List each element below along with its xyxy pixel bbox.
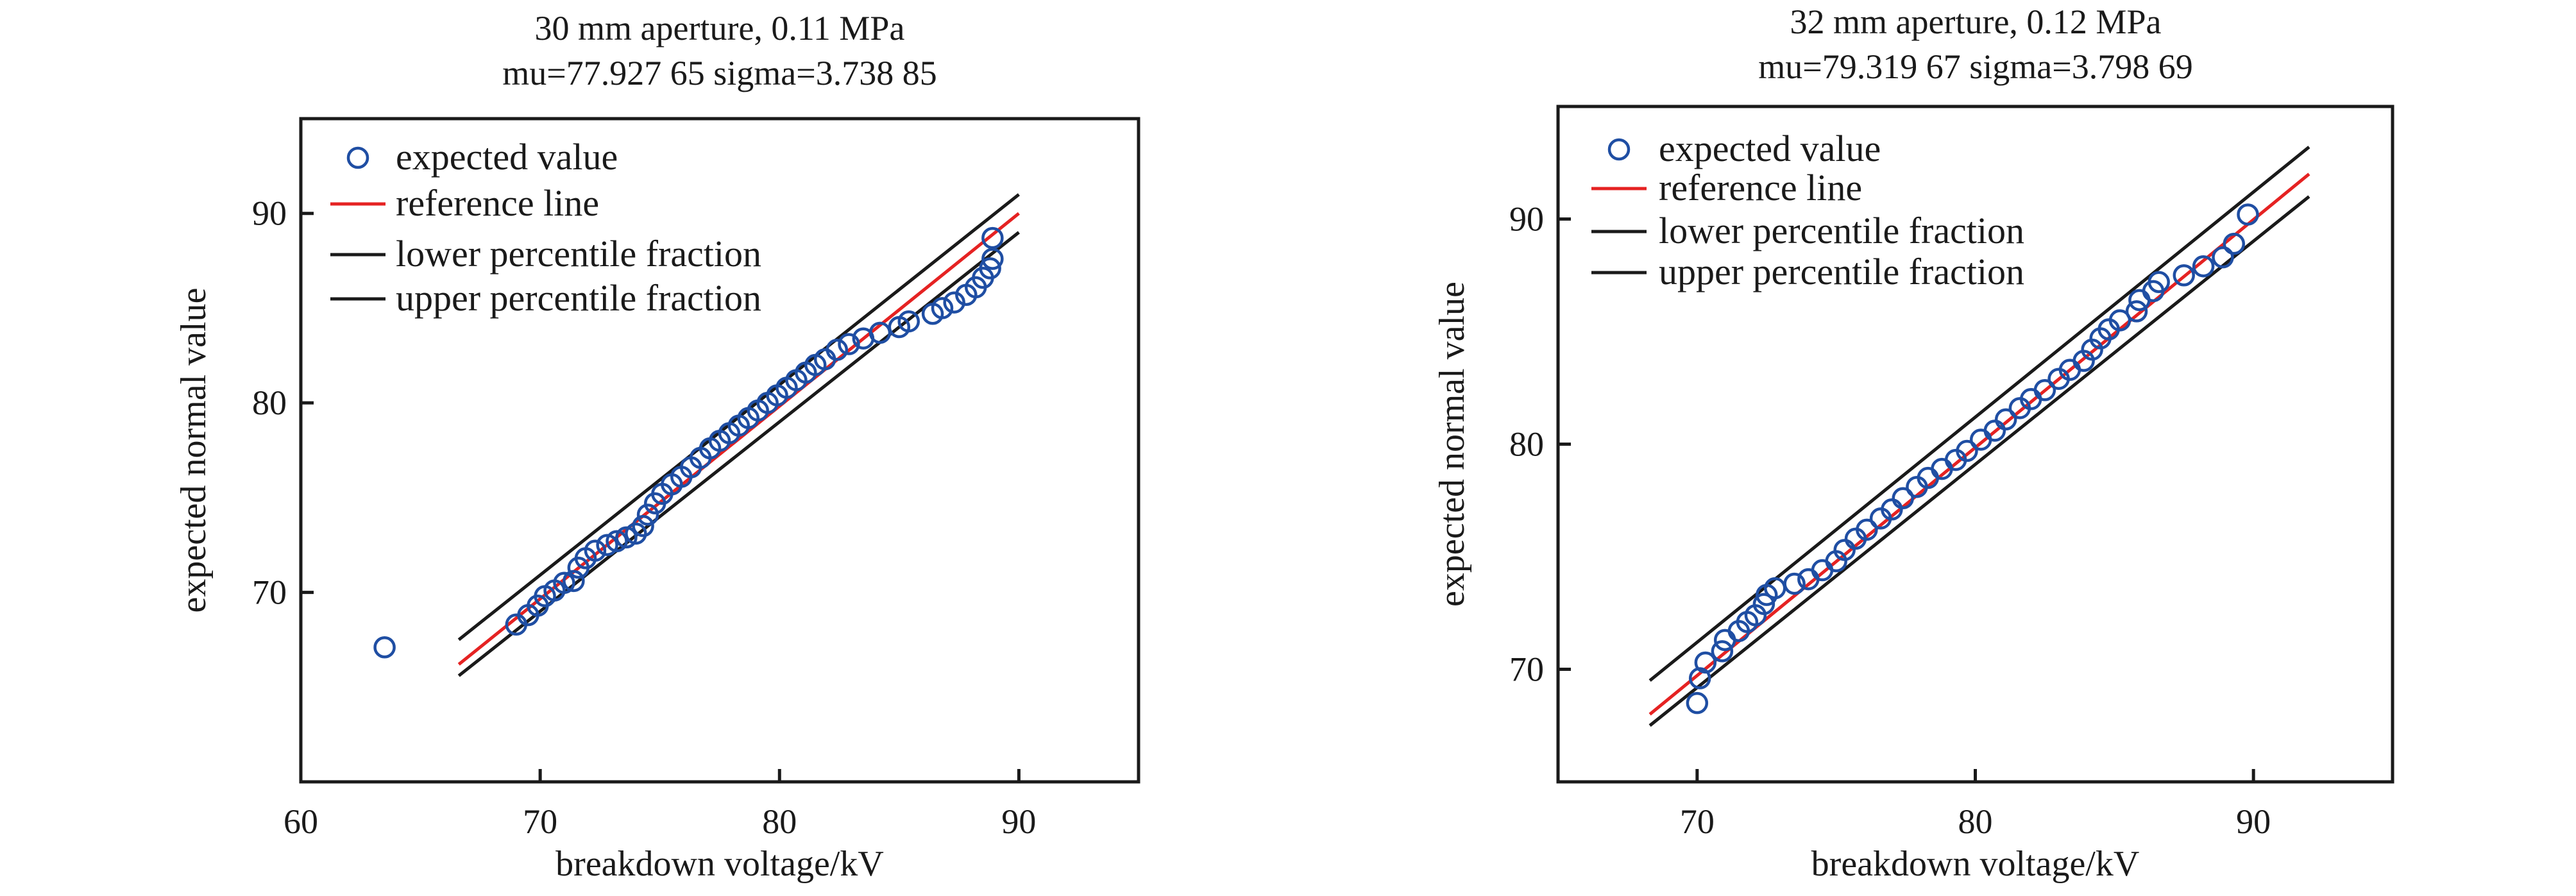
data-point — [869, 321, 892, 344]
chart-title: 30 mm aperture, 0.11 MPa — [535, 9, 905, 47]
data-point — [1983, 419, 2006, 442]
legend-label: upper percentile fraction — [1659, 251, 2024, 292]
x-axis-label: breakdown voltage/kV — [555, 844, 884, 884]
chart-panel-2: 32 mm aperture, 0.12 MPa mu=79.319 67 sig… — [1432, 3, 2394, 884]
chart-subtitle: mu=77.927 65 sigma=3.738 85 — [502, 54, 936, 92]
y-tick-label: 70 — [1509, 650, 1544, 689]
data-point — [563, 570, 585, 593]
x-tick-label: 90 — [2236, 802, 2271, 841]
data-point — [2125, 300, 2148, 323]
x-tick-label: 70 — [523, 802, 557, 841]
data-point — [2108, 309, 2131, 332]
chart-subtitle: mu=79.319 67 sigma=3.798 69 — [1758, 47, 2192, 86]
data-point — [1969, 428, 1992, 451]
data-point — [2033, 379, 2056, 402]
data-point — [897, 310, 920, 333]
data-point — [553, 571, 575, 595]
data-point — [632, 514, 654, 537]
data-point — [2192, 255, 2215, 278]
data-point — [1881, 498, 1903, 521]
data-point — [373, 636, 396, 659]
data-point — [1783, 572, 1806, 595]
data-point — [931, 297, 954, 319]
data-point — [1686, 691, 1709, 714]
data-point — [1833, 539, 1856, 561]
data-point — [2212, 246, 2234, 269]
x-tick-label: 90 — [1001, 802, 1036, 841]
data-point — [1856, 518, 1878, 541]
data-point — [2128, 289, 2151, 312]
data-point — [606, 530, 628, 553]
data-point — [2173, 264, 2195, 287]
legend-label: expected value — [1659, 128, 1881, 169]
data-point — [943, 291, 965, 314]
y-axis-label: expected normal value — [1432, 282, 1472, 607]
data-point — [1892, 487, 1914, 509]
data-point — [615, 526, 638, 549]
data-point — [596, 534, 618, 556]
data-point — [625, 522, 647, 545]
y-tick-label: 90 — [252, 194, 287, 233]
y-tick-label: 90 — [1509, 200, 1544, 239]
legend-label: reference line — [1659, 167, 1862, 208]
y-tick-label: 80 — [252, 384, 287, 422]
legend-label: upper percentile fraction — [396, 277, 761, 319]
upper-percentile-line — [1648, 146, 2310, 682]
plot-frame — [299, 117, 1140, 784]
data-point — [979, 257, 1001, 280]
legend-marker-circle — [346, 146, 369, 169]
data-point — [1752, 593, 1775, 615]
legend-label: lower percentile fraction — [396, 233, 761, 275]
data-point — [981, 226, 1004, 249]
x-tick-label: 70 — [1680, 802, 1715, 841]
legend-label: expected value — [396, 136, 618, 178]
data-point — [1694, 651, 1717, 674]
x-tick-label: 80 — [762, 802, 797, 841]
data-point — [1956, 439, 1978, 462]
data-point — [2237, 203, 2259, 226]
data-point — [838, 333, 860, 355]
y-tick-label: 70 — [252, 573, 287, 612]
y-tick-label: 80 — [1509, 425, 1544, 464]
data-point — [1811, 559, 1834, 582]
x-axis-label: breakdown voltage/kV — [1811, 844, 2140, 884]
data-point — [584, 539, 607, 562]
data-point — [1711, 640, 1734, 663]
data-point — [826, 339, 849, 361]
data-point — [2223, 232, 2246, 255]
data-point — [1713, 629, 1736, 652]
legend-label: reference line — [396, 182, 599, 224]
legend-label: lower percentile fraction — [1659, 210, 2024, 251]
legend-marker-circle — [1607, 138, 1631, 161]
data-point — [2148, 271, 2170, 294]
data-point — [1994, 408, 2017, 431]
y-axis-label: expected normal value — [174, 288, 214, 613]
x-tick-label: 60 — [284, 802, 318, 841]
lower-percentile-line — [1648, 195, 2310, 727]
x-tick-label: 80 — [1958, 802, 1993, 841]
data-point — [981, 248, 1004, 270]
data-point — [636, 503, 659, 526]
chart-title: 32 mm aperture, 0.12 MPa — [1790, 3, 2162, 41]
chart-panel-1: 30 mm aperture, 0.11 MPa mu=77.927 65 sig… — [174, 9, 1140, 884]
